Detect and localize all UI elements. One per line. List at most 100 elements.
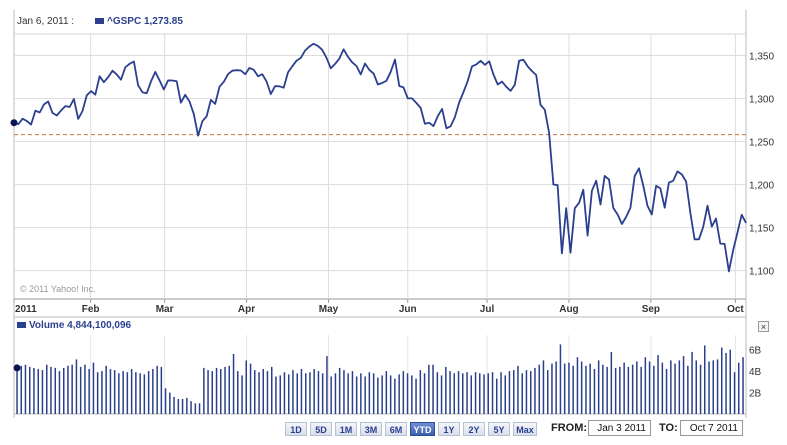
x-tick-label: Mar — [156, 304, 174, 315]
y-tick-label: 1,100 — [749, 267, 774, 278]
volume-bar — [572, 365, 574, 414]
volume-bar — [198, 403, 201, 414]
volume-bar — [347, 373, 349, 414]
y-tick-label: 1,200 — [749, 181, 774, 192]
close-volume-button[interactable]: × — [758, 321, 769, 332]
volume-bar — [109, 369, 112, 414]
volume-bar — [88, 369, 90, 414]
volume-bar — [326, 356, 328, 414]
price-cursor-marker — [10, 119, 18, 127]
volume-bar — [258, 372, 260, 414]
x-tick-label: Aug — [559, 304, 578, 315]
volume-bar — [211, 371, 213, 414]
volume-bar — [156, 365, 158, 414]
range-button-1y[interactable]: 1Y — [438, 422, 460, 436]
range-button-1d[interactable]: 1D — [285, 422, 307, 436]
range-button-max[interactable]: Max — [513, 422, 537, 436]
volume-bar — [309, 372, 311, 414]
range-button-2y[interactable]: 2Y — [463, 422, 485, 436]
volume-bar — [636, 361, 638, 414]
x-tick-label: Jul — [480, 304, 495, 315]
volume-bar — [143, 374, 146, 414]
volume-bar — [504, 375, 506, 414]
volume-bar — [71, 364, 73, 414]
volume-bar — [453, 373, 455, 414]
volume-bar — [147, 371, 150, 414]
y-tick-label: 1,350 — [749, 52, 774, 63]
to-date-field[interactable]: Oct 7 2011 — [680, 420, 743, 436]
from-date-field[interactable]: Jan 3 2011 — [588, 420, 651, 436]
volume-bar — [368, 372, 371, 414]
volume-bar — [372, 373, 375, 414]
volume-bar — [46, 364, 48, 414]
volume-bar — [640, 366, 642, 414]
volume-bar — [224, 366, 226, 414]
volume-bar — [712, 360, 714, 414]
volume-bar — [164, 388, 167, 414]
range-button-3m[interactable]: 3M — [360, 422, 382, 436]
volume-y-tick-label: 6B — [749, 346, 762, 357]
volume-bar — [355, 376, 358, 414]
volume-bar — [725, 352, 727, 414]
volume-bar — [440, 375, 443, 414]
volume-bar — [623, 362, 625, 414]
volume-bar — [37, 369, 39, 414]
volume-bar — [585, 365, 587, 414]
volume-bar — [653, 365, 655, 414]
volume-bar — [530, 371, 532, 414]
volume-bar — [75, 359, 78, 414]
volume-bar — [305, 373, 307, 414]
volume-y-tick-label: 4B — [749, 367, 762, 378]
volume-bar — [122, 371, 124, 414]
volume-bar — [343, 370, 345, 414]
volume-bar — [190, 401, 192, 414]
volume-bar — [691, 351, 693, 414]
volume-bar — [389, 375, 392, 414]
volume-bar — [249, 363, 252, 414]
y-tick-label: 1,150 — [749, 224, 774, 235]
volume-bar — [716, 359, 719, 414]
volume-bar — [283, 372, 286, 414]
y-tick-label: 1,250 — [749, 138, 774, 149]
price-legend-swatch — [95, 18, 104, 24]
range-button-5y[interactable]: 5Y — [488, 422, 510, 436]
range-button-1m[interactable]: 1M — [335, 422, 357, 436]
volume-bar — [381, 375, 383, 414]
volume-bar — [105, 365, 107, 414]
volume-bar — [551, 363, 553, 414]
header-date: Jan 6, 2011 : — [17, 16, 74, 27]
range-button-6m[interactable]: 6M — [385, 422, 407, 436]
x-tick-label: May — [319, 304, 339, 315]
volume-bar — [610, 351, 613, 414]
volume-bar — [288, 374, 290, 414]
volume-bar — [423, 373, 426, 414]
volume-bar — [181, 399, 184, 414]
volume-bar — [67, 365, 69, 414]
volume-bar — [483, 374, 485, 414]
volume-bar — [704, 345, 706, 414]
price-line — [13, 42, 747, 273]
volume-bar — [742, 357, 744, 414]
volume-bar — [24, 364, 27, 414]
volume-bar — [271, 366, 273, 414]
volume-bar — [113, 370, 116, 414]
volume-bar — [580, 361, 583, 414]
range-button-ytd[interactable]: YTD — [410, 422, 435, 436]
volume-bar — [321, 373, 324, 414]
volume-bar — [33, 367, 35, 414]
volume-bar — [220, 369, 222, 414]
volume-bar — [508, 371, 511, 414]
volume-bar — [313, 369, 315, 414]
volume-bar — [695, 360, 697, 414]
volume-bar — [479, 373, 481, 414]
volume-bar — [135, 372, 137, 414]
volume-bar — [589, 363, 591, 414]
volume-bar — [445, 366, 447, 414]
volume-bar — [470, 375, 472, 414]
range-button-5d[interactable]: 5D — [310, 422, 332, 436]
price-legend-label: ^GSPC 1,273.85 — [107, 16, 183, 27]
volume-bar — [619, 366, 621, 414]
volume-bar — [292, 370, 294, 414]
copyright-watermark: © 2011 Yahoo! Inc. — [20, 284, 96, 294]
